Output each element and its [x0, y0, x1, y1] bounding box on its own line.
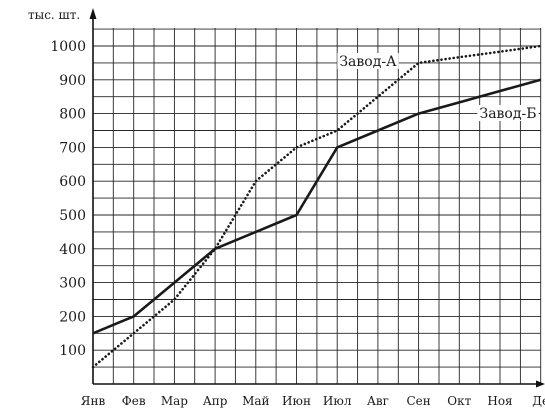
y-tick-label: 100 [59, 343, 86, 359]
x-tick-label: Де [532, 394, 545, 408]
y-tick-label: 400 [59, 242, 86, 258]
y-tick-label: 300 [59, 276, 86, 292]
x-tick-label: Июн [282, 394, 311, 408]
x-tick-label: Авг [367, 394, 389, 408]
x-tick-label: Май [242, 394, 269, 408]
y-tick-label: 1000 [50, 39, 86, 55]
x-tick-label: Янв [81, 394, 106, 408]
x-tick-label: Апр [203, 394, 228, 408]
x-tick-label: Окт [447, 394, 471, 408]
series-label-b: Завод-Б [479, 106, 536, 122]
y-tick-label: 200 [59, 309, 86, 325]
tick-labels: 100 200 300 400 500 600 700 800 900 1000 Янв Фев Мар… [50, 39, 545, 408]
x-tick-label: Фев [122, 394, 146, 408]
y-axis-title: тыс. шт. [28, 8, 80, 22]
y-tick-label: 900 [59, 73, 86, 89]
y-tick-label: 800 [59, 107, 86, 123]
x-tick-label: Сен [406, 394, 430, 408]
y-axis-arrow [90, 8, 97, 19]
series-label-a: Завод-А [339, 54, 397, 70]
y-tick-label: 500 [59, 208, 86, 224]
x-tick-label: Мар [161, 394, 188, 408]
grid [93, 28, 541, 384]
y-tick-label: 700 [59, 140, 86, 156]
x-tick-label: Ноя [487, 394, 512, 408]
y-tick-label: 600 [59, 174, 86, 190]
x-tick-label: Июл [323, 394, 352, 408]
